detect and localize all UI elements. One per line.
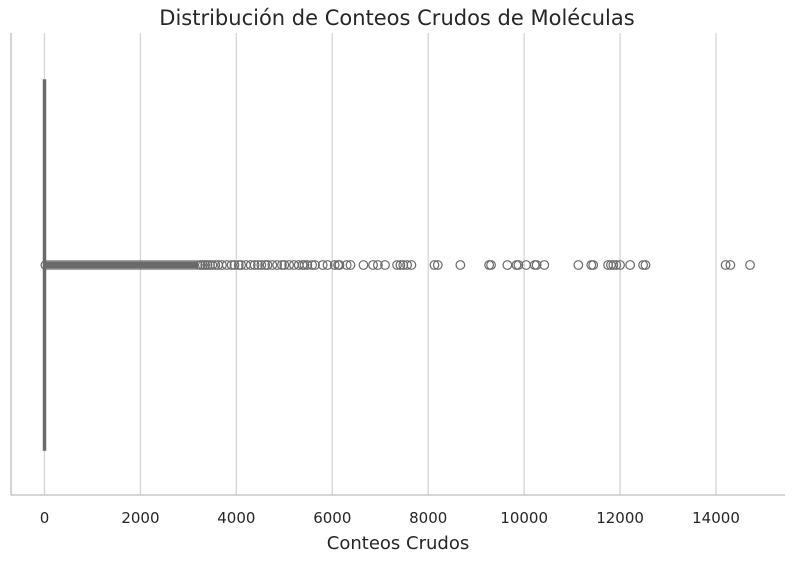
outlier-point-58	[529, 260, 540, 270]
x-axis-label: Conteos Crudos	[327, 533, 469, 554]
x-tick-label-2000: 2000	[121, 509, 159, 527]
outlier-point-41	[368, 260, 378, 270]
outlier-point-20	[262, 260, 273, 270]
outlier-point-11	[229, 260, 240, 270]
x-tick-label-14000: 14000	[692, 509, 740, 527]
outlier-point-24	[279, 260, 290, 270]
outlier-point-70	[638, 260, 648, 270]
outlier-point-68	[615, 260, 625, 270]
x-tick-label-4000: 4000	[217, 509, 255, 527]
outlier-point-18	[256, 260, 267, 270]
outlier-point-44	[392, 260, 402, 270]
outlier-point-59	[531, 260, 542, 270]
outlier-point-74	[745, 260, 755, 270]
outlier-point-48	[406, 260, 417, 270]
outlier-point-30	[302, 260, 313, 270]
outlier-point-35	[329, 260, 340, 270]
outlier-point-3	[202, 260, 213, 270]
outlier-point-22	[272, 260, 283, 270]
outlier-point-43	[380, 260, 390, 270]
outlier-point-40	[358, 260, 369, 270]
outlier-point-17	[253, 260, 263, 270]
outlier-point-10	[226, 260, 237, 270]
outlier-point-63	[588, 260, 599, 270]
x-tick-label-6000: 6000	[313, 509, 351, 527]
outlier-point-0	[195, 260, 206, 270]
x-tick-label-12000: 12000	[596, 509, 644, 527]
outlier-point-6	[210, 260, 221, 270]
outlier-point-32	[310, 260, 320, 270]
outlier-point-19	[260, 260, 271, 270]
outlier-point-29	[299, 260, 310, 270]
outlier-point-49	[429, 260, 440, 270]
outlier-point-39	[345, 260, 356, 270]
outlier-point-42	[372, 260, 383, 270]
outlier-points	[40, 260, 755, 270]
outlier-point-56	[513, 260, 524, 270]
x-tick-label-10000: 10000	[500, 509, 548, 527]
outlier-point-47	[402, 260, 413, 270]
outlier-point-61	[573, 260, 584, 270]
outlier-point-66	[608, 260, 619, 270]
outlier-point-53	[486, 260, 496, 270]
outlier-point-5	[207, 260, 218, 270]
outlier-point-23	[277, 260, 287, 270]
outlier-point-21	[267, 260, 278, 270]
outlier-point-31	[307, 260, 318, 270]
outlier-point-2	[200, 260, 211, 270]
dense-outlier-band	[40, 260, 203, 270]
outlier-point-67	[611, 260, 622, 270]
outlier-point-51	[455, 260, 466, 270]
outlier-point-1	[197, 260, 208, 270]
outlier-point-45	[395, 260, 406, 270]
outlier-point-60	[539, 260, 550, 270]
outlier-point-52	[484, 260, 495, 270]
outlier-point-12	[233, 260, 244, 270]
outlier-point-15	[245, 260, 256, 270]
box-and-whiskers	[42, 79, 47, 451]
x-tick-labels: 0 2000 4000 6000 8000 10000 12000 14000	[40, 509, 740, 527]
outlier-point-55	[511, 260, 522, 270]
x-tick-label-8000: 8000	[409, 509, 447, 527]
outlier-point-72	[720, 260, 731, 270]
x-tick-label-0: 0	[40, 509, 50, 527]
outlier-point-33	[317, 260, 328, 270]
outlier-point-16	[249, 260, 260, 270]
outlier-point-73	[725, 260, 736, 270]
outlier-point-37	[334, 260, 345, 270]
outlier-point-69	[625, 260, 636, 270]
axes-spines	[10, 33, 785, 496]
outlier-point-34	[322, 260, 333, 270]
chart-title: Distribución de Conteos Crudos de Molécu…	[159, 6, 634, 30]
outlier-point-71	[640, 260, 651, 270]
outlier-point-8	[217, 260, 227, 270]
outlier-point-13	[236, 260, 247, 270]
outlier-point-9	[221, 260, 232, 270]
outlier-point-54	[502, 260, 513, 270]
outlier-point-62	[586, 260, 597, 270]
outlier-point-50	[432, 260, 443, 270]
outlier-point-38	[341, 260, 352, 270]
outlier-point-25	[284, 260, 295, 270]
